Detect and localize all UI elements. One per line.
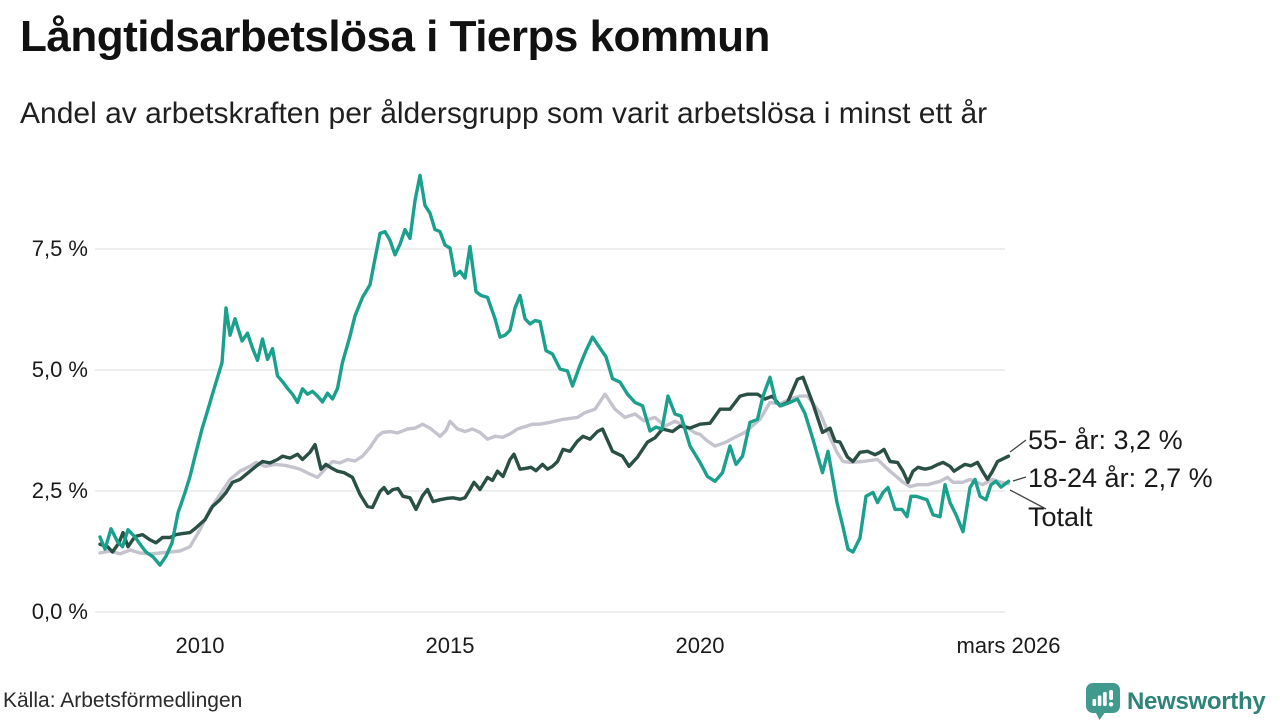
x-tick-label: 2015	[425, 633, 475, 658]
newsworthy-logo: Newsworthy	[1086, 683, 1266, 720]
series-label-totalt: Totalt	[1028, 502, 1093, 532]
newsworthy-wordmark: Newsworthy	[1127, 687, 1266, 715]
chart-subtitle: Andel av arbetskraften per åldersgrupp s…	[20, 97, 988, 130]
x-tick-label: 2020	[675, 633, 725, 658]
chart-title: Långtidsarbetslösa i Tierps kommun	[20, 12, 770, 61]
series-label-18-24: 18-24 år: 2,7 %	[1028, 463, 1213, 493]
y-tick-label: 5,0 %	[31, 357, 88, 382]
bar-chart-speech-bubble-icon	[1086, 683, 1120, 720]
label-connector	[1009, 489, 1047, 510]
x-tick-label: mars 2026	[956, 633, 1061, 658]
y-tick-label: 0,0 %	[31, 599, 88, 624]
series-label-55: 55- år: 3,2 %	[1028, 425, 1183, 455]
label-connector	[1009, 439, 1027, 453]
y-tick-label: 7,5 %	[31, 236, 88, 261]
y-tick-label: 2,5 %	[31, 478, 88, 503]
series-line-18-24-r	[98, 173, 1011, 567]
series-line-totalt	[98, 392, 1011, 556]
x-tick-label: 2010	[175, 633, 225, 658]
label-connector	[1012, 476, 1027, 482]
series-line-55-r	[98, 375, 1011, 554]
source-caption: Källa: Arbetsförmedlingen	[3, 689, 243, 712]
